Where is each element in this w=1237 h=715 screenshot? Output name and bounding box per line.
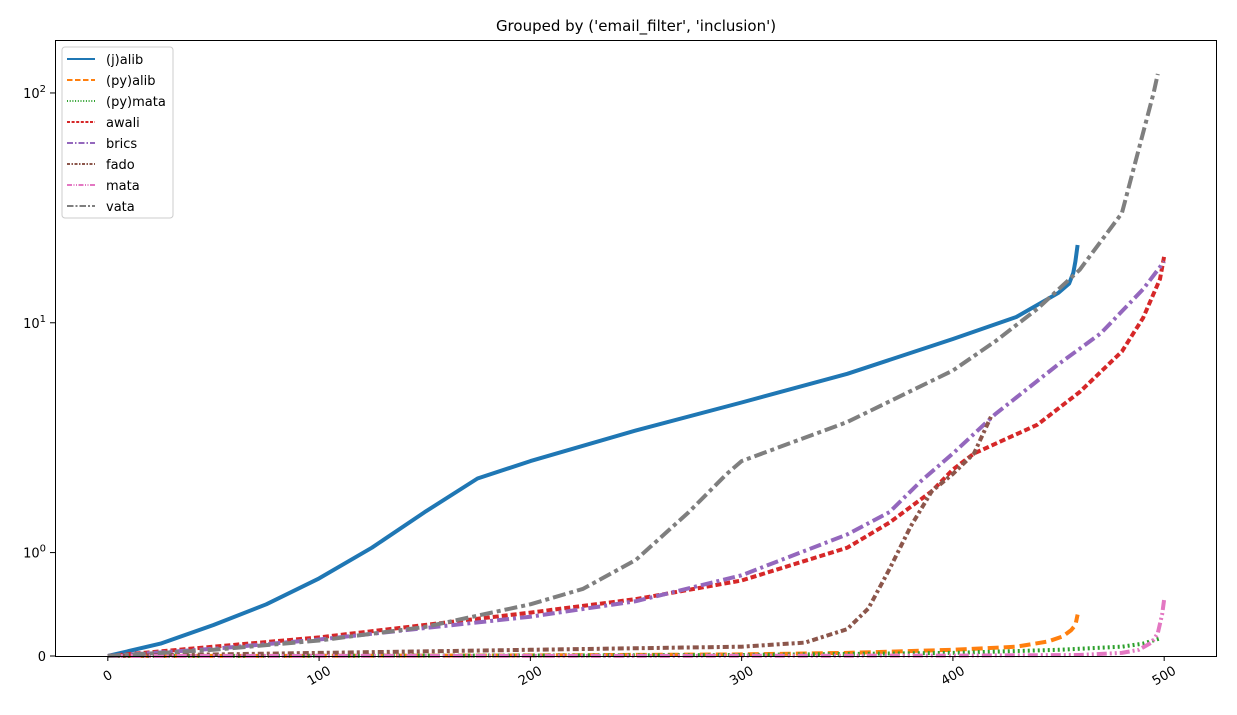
plot-area bbox=[107, 73, 1167, 658]
x-tick-label: 100 bbox=[305, 664, 334, 689]
y-tick-label: 0 bbox=[38, 650, 46, 665]
x-tick-label: 500 bbox=[1150, 664, 1179, 689]
series-line-vata bbox=[107, 73, 1160, 658]
legend-label: (py)alib bbox=[106, 74, 156, 89]
y-tick-label: 101 bbox=[23, 314, 46, 332]
series-line-jalib bbox=[107, 244, 1080, 658]
legend-label: brics bbox=[106, 137, 137, 152]
chart-title: Grouped by ('email_filter', 'inclusion') bbox=[496, 17, 776, 36]
y-tick-label: 100 bbox=[23, 544, 46, 562]
legend-label: (py)mata bbox=[106, 95, 166, 110]
legend-label: (j)alib bbox=[106, 53, 143, 68]
series-line-mata bbox=[107, 598, 1167, 658]
x-axis: 0 100 200 300 400 500 bbox=[101, 656, 1179, 689]
series-line-fado bbox=[107, 415, 993, 658]
series-line-awali bbox=[107, 255, 1167, 658]
legend-label: fado bbox=[106, 158, 135, 173]
y-tick-label: 102 bbox=[23, 84, 46, 102]
x-tick-label: 300 bbox=[727, 664, 756, 689]
legend-box bbox=[61, 46, 174, 219]
x-tick-label: 0 bbox=[101, 668, 116, 685]
plot-frame bbox=[55, 40, 1217, 657]
legend-label: mata bbox=[106, 179, 140, 194]
legend-label: awali bbox=[106, 116, 140, 131]
series-line-brics bbox=[107, 260, 1166, 658]
legend-label: vata bbox=[106, 200, 135, 215]
y-axis: 0 100 101 102 bbox=[23, 84, 55, 665]
x-tick-label: 400 bbox=[939, 664, 968, 689]
legend: (j)alib (py)alib (py)mata awali brics fado mat… bbox=[61, 46, 174, 219]
x-tick-label: 200 bbox=[516, 664, 545, 689]
